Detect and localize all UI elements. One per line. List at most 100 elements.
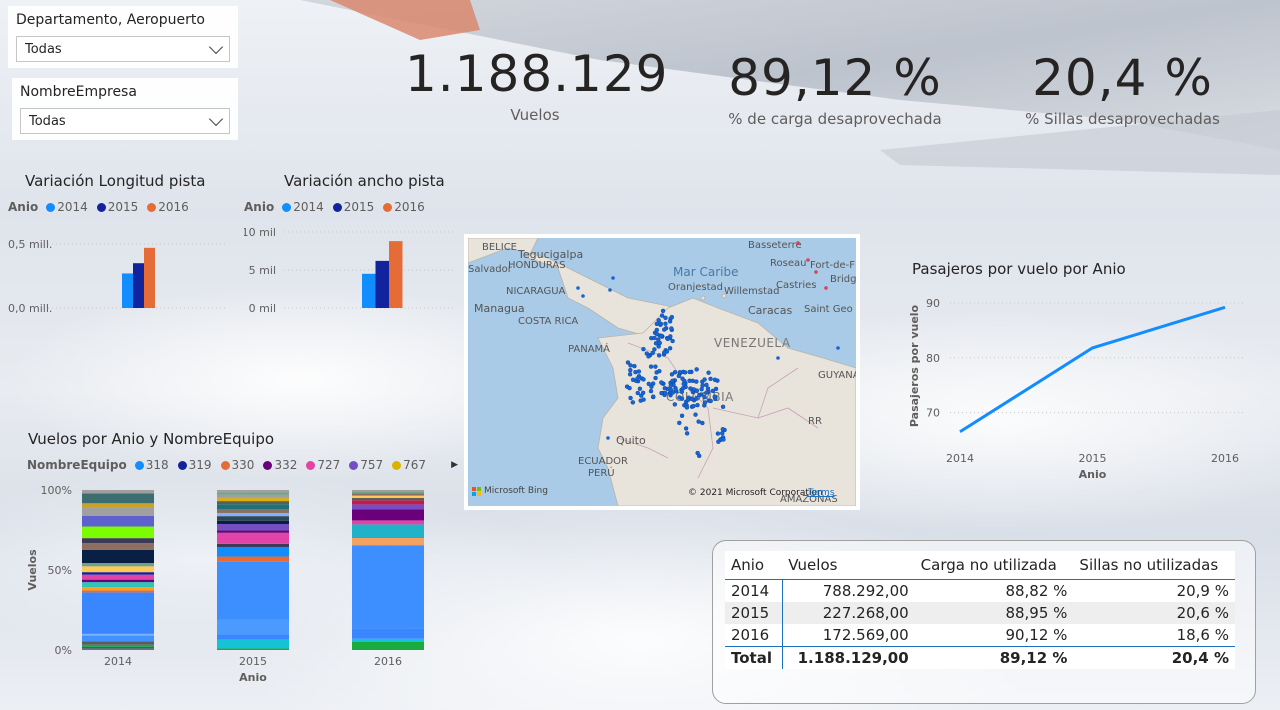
map-country-label: NICARAGUA [506, 286, 566, 297]
stack-segment [82, 648, 154, 650]
airport-bubble [654, 327, 660, 333]
legend-item-2015[interactable]: 2015 [332, 200, 374, 214]
stack-segment [82, 543, 154, 550]
departamento-dropdown[interactable]: Todas [16, 36, 230, 62]
legend-item-332[interactable]: 332 [263, 458, 297, 472]
kpi-label: Vuelos [510, 106, 560, 124]
cell: 2014 [725, 579, 783, 602]
airport-bubble [806, 258, 810, 262]
airport-bubble [716, 439, 721, 444]
kpi-sillas-desaprovechadas[interactable]: 20,4 % % Sillas desaprovechadas [1000, 48, 1245, 128]
legend-item-2014[interactable]: 2014 [46, 200, 88, 214]
stack-segment [82, 526, 154, 539]
kpi-carga-desaprovechada[interactable]: 89,12 % % de carga desaprovechada [700, 48, 970, 128]
stack-segment [82, 587, 154, 591]
stack-segment [82, 493, 154, 504]
airport-bubble [656, 318, 661, 323]
chart-pasajeros-por-vuelo[interactable]: Pasajeros por vuelo por Anio 90 80 70 2014 2… [900, 260, 1260, 490]
airport-bubble [659, 333, 664, 339]
chart-legend: NombreEquipo 318 319 330 332 727 757 767 ▶ [27, 458, 458, 472]
kpi-value: 89,12 % [728, 49, 942, 107]
stack-segment [82, 572, 154, 575]
map-country-label: GUYANA [818, 370, 856, 381]
legend-item-757[interactable]: 757 [349, 458, 383, 472]
stack-segment [217, 509, 289, 513]
stack-segment [217, 497, 289, 499]
chart-title: Vuelos por Anio y NombreEquipo [28, 430, 275, 448]
chart-ancho-pista[interactable]: Variación ancho pista Anio 2014 2015 201… [244, 172, 464, 322]
cell: 89,12 % [914, 646, 1074, 669]
airport-bubble [608, 288, 612, 292]
empresa-dropdown[interactable]: Todas [20, 108, 230, 134]
airport-bubble [662, 386, 668, 391]
airport-bubble [672, 402, 678, 407]
stack-segment [217, 619, 289, 635]
legend-item-318[interactable]: 318 [134, 458, 169, 472]
stack-segment [82, 641, 154, 645]
airport-bubble [720, 427, 726, 432]
airport-bubble [694, 388, 700, 393]
map-visual[interactable]: Mar Caribe VENEZUELA COLOMBIA ECUADOR PA… [464, 234, 860, 510]
stack-segment [217, 501, 289, 505]
airport-bubble [684, 431, 690, 436]
airport-bubble [715, 431, 721, 436]
cell: Total [725, 646, 783, 669]
map-canvas[interactable]: Mar Caribe VENEZUELA COLOMBIA ECUADOR PA… [468, 238, 856, 506]
summary-table-card: Anio Vuelos Carga no utilizada Sillas no… [712, 540, 1256, 704]
stack-segment [352, 638, 424, 642]
legend-item-2015[interactable]: 2015 [96, 200, 138, 214]
legend-item-2016[interactable]: 2016 [383, 200, 425, 214]
legend-item-319[interactable]: 319 [177, 458, 212, 472]
map-bubbles[interactable] [468, 238, 856, 506]
y-tick-label: 0% [55, 644, 72, 657]
stack-segment [82, 646, 154, 649]
airport-bubble [712, 394, 718, 399]
stack-segment [82, 490, 154, 494]
airport-bubble [641, 397, 646, 402]
chart-longitud-pista[interactable]: Variación Longitud pista Anio 2014 2015 … [8, 172, 238, 322]
airport-bubble [694, 395, 699, 401]
y-tick-label: 0,5 mill. [8, 238, 52, 251]
map-country-label: AMAZONAS [780, 494, 838, 505]
legend-item-2014[interactable]: 2014 [282, 200, 324, 214]
airport-bubble [720, 404, 726, 410]
legend-item-767[interactable]: 767 [392, 458, 426, 472]
legend-item-330[interactable]: 330 [220, 458, 254, 472]
legend-next-arrow-icon[interactable]: ▶ [451, 460, 458, 470]
airport-bubble [673, 387, 678, 392]
airport-bubble [652, 335, 657, 341]
airport-bubble [814, 270, 818, 274]
airport-bubble [708, 376, 713, 382]
line-chart-plot: 90 80 70 2014 2015 2016 Anio Pasajeros por vuel… [908, 297, 1245, 481]
stack-segment [217, 556, 289, 562]
stack-segment [82, 592, 154, 634]
column-header-anio[interactable]: Anio [725, 551, 783, 580]
x-tick-label: 2015 [1079, 452, 1107, 465]
map-city-label: Castries [776, 280, 817, 291]
column-header-vuelos[interactable]: Vuelos [782, 551, 915, 580]
airport-bubble [656, 353, 662, 358]
legend-item-2016[interactable]: 2016 [147, 200, 189, 214]
column-header-sillas[interactable]: Sillas no utilizadas [1073, 551, 1235, 580]
chart-vuelos-por-anio-equipo[interactable]: Vuelos por Anio y NombreEquipo NombreEqu… [8, 430, 458, 690]
y-tick-label: 90 [926, 297, 940, 310]
airport-bubble [684, 405, 690, 410]
stack-segment [352, 500, 424, 505]
stack-segment [217, 490, 289, 493]
column-header-carga[interactable]: Carga no utilizada [914, 551, 1074, 580]
airport-bubble [710, 388, 716, 394]
chart-legend: Anio 2014 2015 2016 [8, 200, 238, 214]
kpi-vuelos[interactable]: 1.188.129 Vuelos [405, 44, 667, 124]
airport-bubble [659, 390, 664, 396]
x-tick-label: 2014 [946, 452, 974, 465]
bar-2016 [389, 241, 403, 308]
y-tick-label: 70 [926, 407, 940, 420]
legend-item-727[interactable]: 727 [306, 458, 340, 472]
stack-segment [82, 582, 154, 588]
y-axis-title: Pasajeros por vuelo [908, 304, 921, 427]
map-terms-link[interactable]: Terms [808, 488, 835, 498]
stack-segment [352, 520, 424, 525]
stack-segment [352, 491, 424, 494]
airport-bubble [661, 350, 667, 355]
summary-table[interactable]: Anio Vuelos Carga no utilizada Sillas no… [725, 551, 1235, 669]
